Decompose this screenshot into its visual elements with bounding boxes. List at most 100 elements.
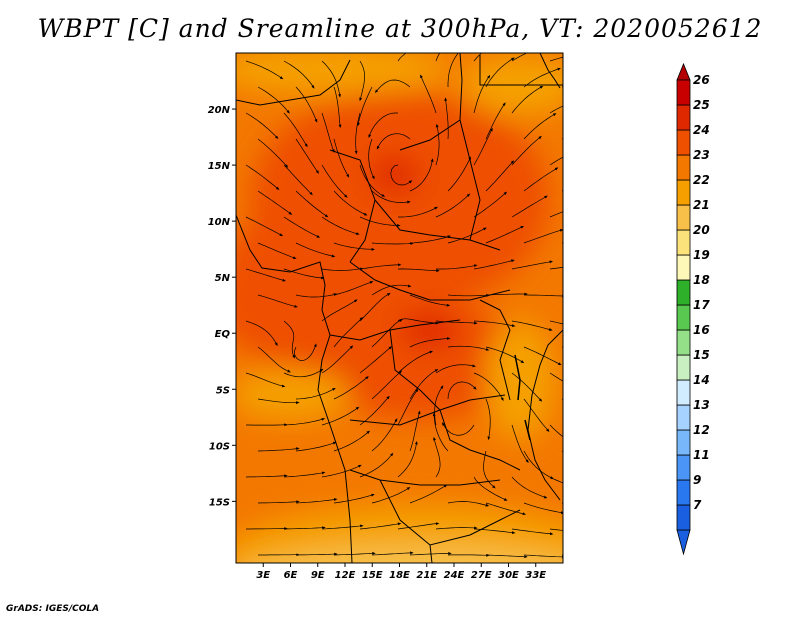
streamline — [561, 190, 563, 192]
streamline — [434, 385, 444, 426]
streamline — [371, 190, 411, 204]
colorbar-bin — [676, 354, 691, 381]
streamline — [295, 388, 336, 400]
streamline — [371, 487, 411, 504]
streamline — [549, 372, 563, 382]
colorbar-bin — [676, 129, 691, 156]
streamline — [432, 412, 449, 452]
streamline — [397, 440, 418, 478]
streamline — [436, 264, 478, 270]
lon-tick-label: 9E — [311, 570, 325, 581]
streamline — [511, 53, 528, 62]
streamline — [245, 320, 278, 347]
colorbar: 7 9 11 12 13 14 15 16 17 18 19 20 21 22 23 24 25 26 — [676, 62, 710, 556]
streamline — [561, 554, 563, 556]
streamline — [561, 398, 563, 401]
streamline — [294, 343, 317, 361]
streamline — [524, 294, 563, 298]
lat-tick-label: 20N — [208, 105, 231, 116]
streamline — [257, 138, 289, 168]
streamline — [523, 502, 563, 515]
streamline — [473, 74, 491, 114]
streamline — [473, 53, 483, 62]
streamline — [359, 263, 402, 270]
streamline — [409, 410, 421, 452]
streamline — [371, 284, 412, 296]
streamline — [473, 372, 504, 402]
streamline — [257, 398, 300, 405]
colorbar-bin — [676, 179, 691, 206]
streamline — [333, 430, 371, 452]
plot-area — [236, 53, 563, 563]
streamline — [409, 484, 448, 504]
streamline — [447, 381, 477, 400]
streamline — [561, 502, 563, 504]
streamline — [409, 294, 451, 307]
streamline — [283, 112, 308, 148]
streamline — [549, 528, 563, 531]
streamline — [333, 138, 350, 178]
lon-tick-label: 12E — [335, 570, 356, 581]
streamline — [485, 554, 528, 559]
streamline — [245, 474, 288, 478]
streamline — [511, 85, 544, 114]
colorbar-bin — [676, 479, 691, 506]
colorbar-label: 12 — [693, 423, 710, 437]
streamlines — [245, 53, 563, 559]
streamline — [485, 102, 506, 140]
streamline — [295, 190, 329, 218]
streamline — [485, 160, 515, 192]
streamline — [561, 242, 563, 244]
streamline — [485, 292, 528, 296]
streamline — [295, 498, 338, 504]
streamline — [245, 112, 279, 140]
streamline — [511, 260, 554, 270]
streamline — [246, 527, 288, 531]
streamline — [368, 138, 375, 180]
colorbar-label: 22 — [693, 173, 710, 187]
streamline — [561, 138, 563, 140]
streamline — [321, 164, 348, 198]
streamline — [333, 242, 376, 251]
streamline — [511, 424, 529, 464]
streamline — [549, 156, 563, 166]
streamline — [245, 60, 284, 80]
colorbar-bin — [676, 429, 691, 456]
streamline — [523, 554, 563, 559]
lon-tick-label: 21E — [416, 570, 437, 581]
lon-tick-label: 15E — [362, 570, 383, 581]
streamline — [444, 97, 449, 140]
streamline — [523, 67, 561, 88]
colorbar-label: 17 — [693, 298, 710, 312]
colorbar-label: 9 — [693, 473, 701, 487]
streamline — [397, 388, 419, 426]
streamline — [549, 320, 563, 325]
streamline — [321, 345, 354, 374]
streamline — [435, 53, 441, 62]
streamline — [376, 133, 411, 150]
colorbar-bin — [676, 104, 691, 131]
streamline — [371, 242, 414, 246]
streamline — [371, 319, 403, 348]
streamline — [283, 320, 295, 359]
streamline — [433, 436, 441, 478]
streamline — [473, 191, 508, 218]
streamline — [374, 79, 411, 94]
temperature-field — [236, 53, 563, 563]
streamline — [435, 364, 476, 374]
streamline — [359, 452, 394, 478]
streamline — [485, 225, 525, 244]
streamline — [523, 450, 554, 480]
longitude-axis: 3E 6E 9E 12E 15E 18E 21E 24E 27E 30E 33E — [256, 563, 546, 581]
streamline — [397, 53, 407, 62]
lat-tick-label: 15N — [208, 161, 231, 172]
streamline — [359, 346, 393, 374]
streamline — [561, 294, 563, 296]
streamline — [473, 528, 516, 535]
streamline — [371, 418, 398, 452]
streamline — [485, 398, 491, 441]
streamline — [257, 190, 293, 215]
streamline — [523, 167, 559, 192]
streamline — [409, 235, 451, 244]
streamline — [333, 551, 376, 556]
